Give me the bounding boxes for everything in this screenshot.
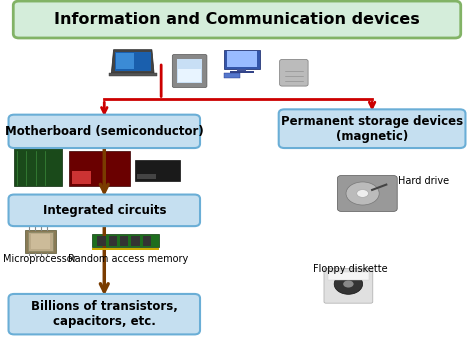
- Bar: [69, 151, 130, 186]
- Text: Motherboard (semiconductor): Motherboard (semiconductor): [5, 125, 204, 138]
- Bar: [120, 236, 128, 246]
- Bar: [224, 50, 259, 69]
- FancyBboxPatch shape: [9, 115, 200, 148]
- Bar: [109, 73, 157, 76]
- FancyBboxPatch shape: [324, 268, 373, 303]
- Text: Permanent storage devices
(magnetic): Permanent storage devices (magnetic): [281, 115, 463, 143]
- Bar: [224, 73, 240, 78]
- Bar: [177, 59, 202, 83]
- Text: Floppy diskette: Floppy diskette: [313, 264, 387, 274]
- Bar: [115, 52, 151, 71]
- Bar: [14, 147, 62, 186]
- Ellipse shape: [334, 274, 363, 294]
- FancyBboxPatch shape: [337, 175, 397, 211]
- Bar: [131, 236, 140, 246]
- Bar: [143, 236, 151, 246]
- Text: Billions of transistors,
capacitors, etc.: Billions of transistors, capacitors, etc…: [31, 300, 178, 328]
- Bar: [92, 248, 159, 250]
- FancyBboxPatch shape: [9, 294, 200, 334]
- Ellipse shape: [346, 182, 379, 205]
- Bar: [135, 160, 180, 181]
- Polygon shape: [111, 50, 154, 73]
- Text: Random access memory: Random access memory: [68, 254, 188, 264]
- Text: Information and Communication devices: Information and Communication devices: [54, 12, 420, 27]
- Bar: [178, 69, 201, 82]
- Bar: [227, 51, 257, 67]
- Bar: [30, 234, 50, 248]
- FancyBboxPatch shape: [13, 1, 461, 38]
- FancyBboxPatch shape: [173, 54, 207, 87]
- Bar: [72, 171, 91, 184]
- Bar: [116, 53, 135, 69]
- FancyBboxPatch shape: [280, 59, 308, 86]
- Bar: [109, 236, 117, 246]
- FancyBboxPatch shape: [9, 195, 200, 226]
- Bar: [328, 272, 368, 280]
- Text: Hard drive: Hard drive: [398, 176, 449, 186]
- Bar: [92, 234, 159, 247]
- Bar: [230, 71, 254, 73]
- Bar: [137, 174, 156, 179]
- Bar: [27, 232, 53, 251]
- Ellipse shape: [356, 190, 369, 197]
- Bar: [237, 69, 246, 72]
- Ellipse shape: [343, 280, 354, 288]
- Text: Integrated circuits: Integrated circuits: [43, 204, 166, 217]
- Bar: [25, 230, 56, 253]
- Bar: [97, 236, 106, 246]
- Text: Microprocessor: Microprocessor: [3, 254, 77, 264]
- FancyBboxPatch shape: [279, 109, 465, 148]
